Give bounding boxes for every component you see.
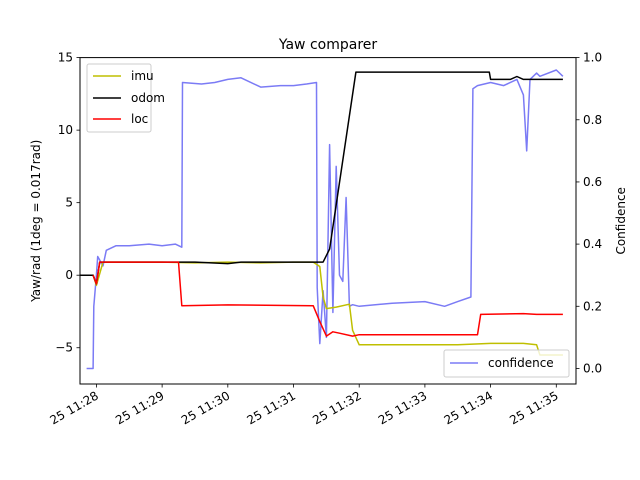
chart-title: Yaw comparer — [278, 37, 378, 53]
y-tick-label-1: 0 — [65, 268, 73, 282]
series-line-loc — [92, 261, 563, 337]
y-tick-label-3: 10 — [58, 123, 73, 137]
legend-label-loc: loc — [131, 112, 148, 126]
y2-tick-label-0: 0.0 — [583, 361, 602, 375]
y2-tick-label-5: 1.0 — [583, 51, 602, 65]
y2-tick-label-2: 0.4 — [583, 237, 602, 251]
y-axis-label: Yaw/rad (1deg = 0.017rad) — [29, 140, 43, 303]
y2-tick-label-4: 0.8 — [583, 113, 602, 127]
y-tick-label-2: 5 — [65, 196, 73, 210]
legend-left: imu odom loc — [86, 63, 165, 133]
y2-tick-label-3: 0.6 — [583, 175, 602, 189]
legend-label-confidence: confidence — [488, 356, 554, 370]
y2-axis-label: Confidence — [614, 187, 628, 254]
legend-label-odom: odom — [131, 91, 165, 105]
plot-area-frame — [79, 57, 577, 385]
y-tick-label-0: −5 — [55, 341, 73, 355]
legend-label-imu: imu — [131, 69, 154, 83]
series-line-confidence — [86, 69, 564, 370]
series-layer — [80, 69, 564, 370]
legend-right: confidence — [443, 349, 570, 378]
y-tick-label-4: 15 — [58, 51, 73, 65]
legend-right-box — [443, 349, 570, 378]
y2-tick-label-1: 0.2 — [583, 299, 602, 313]
